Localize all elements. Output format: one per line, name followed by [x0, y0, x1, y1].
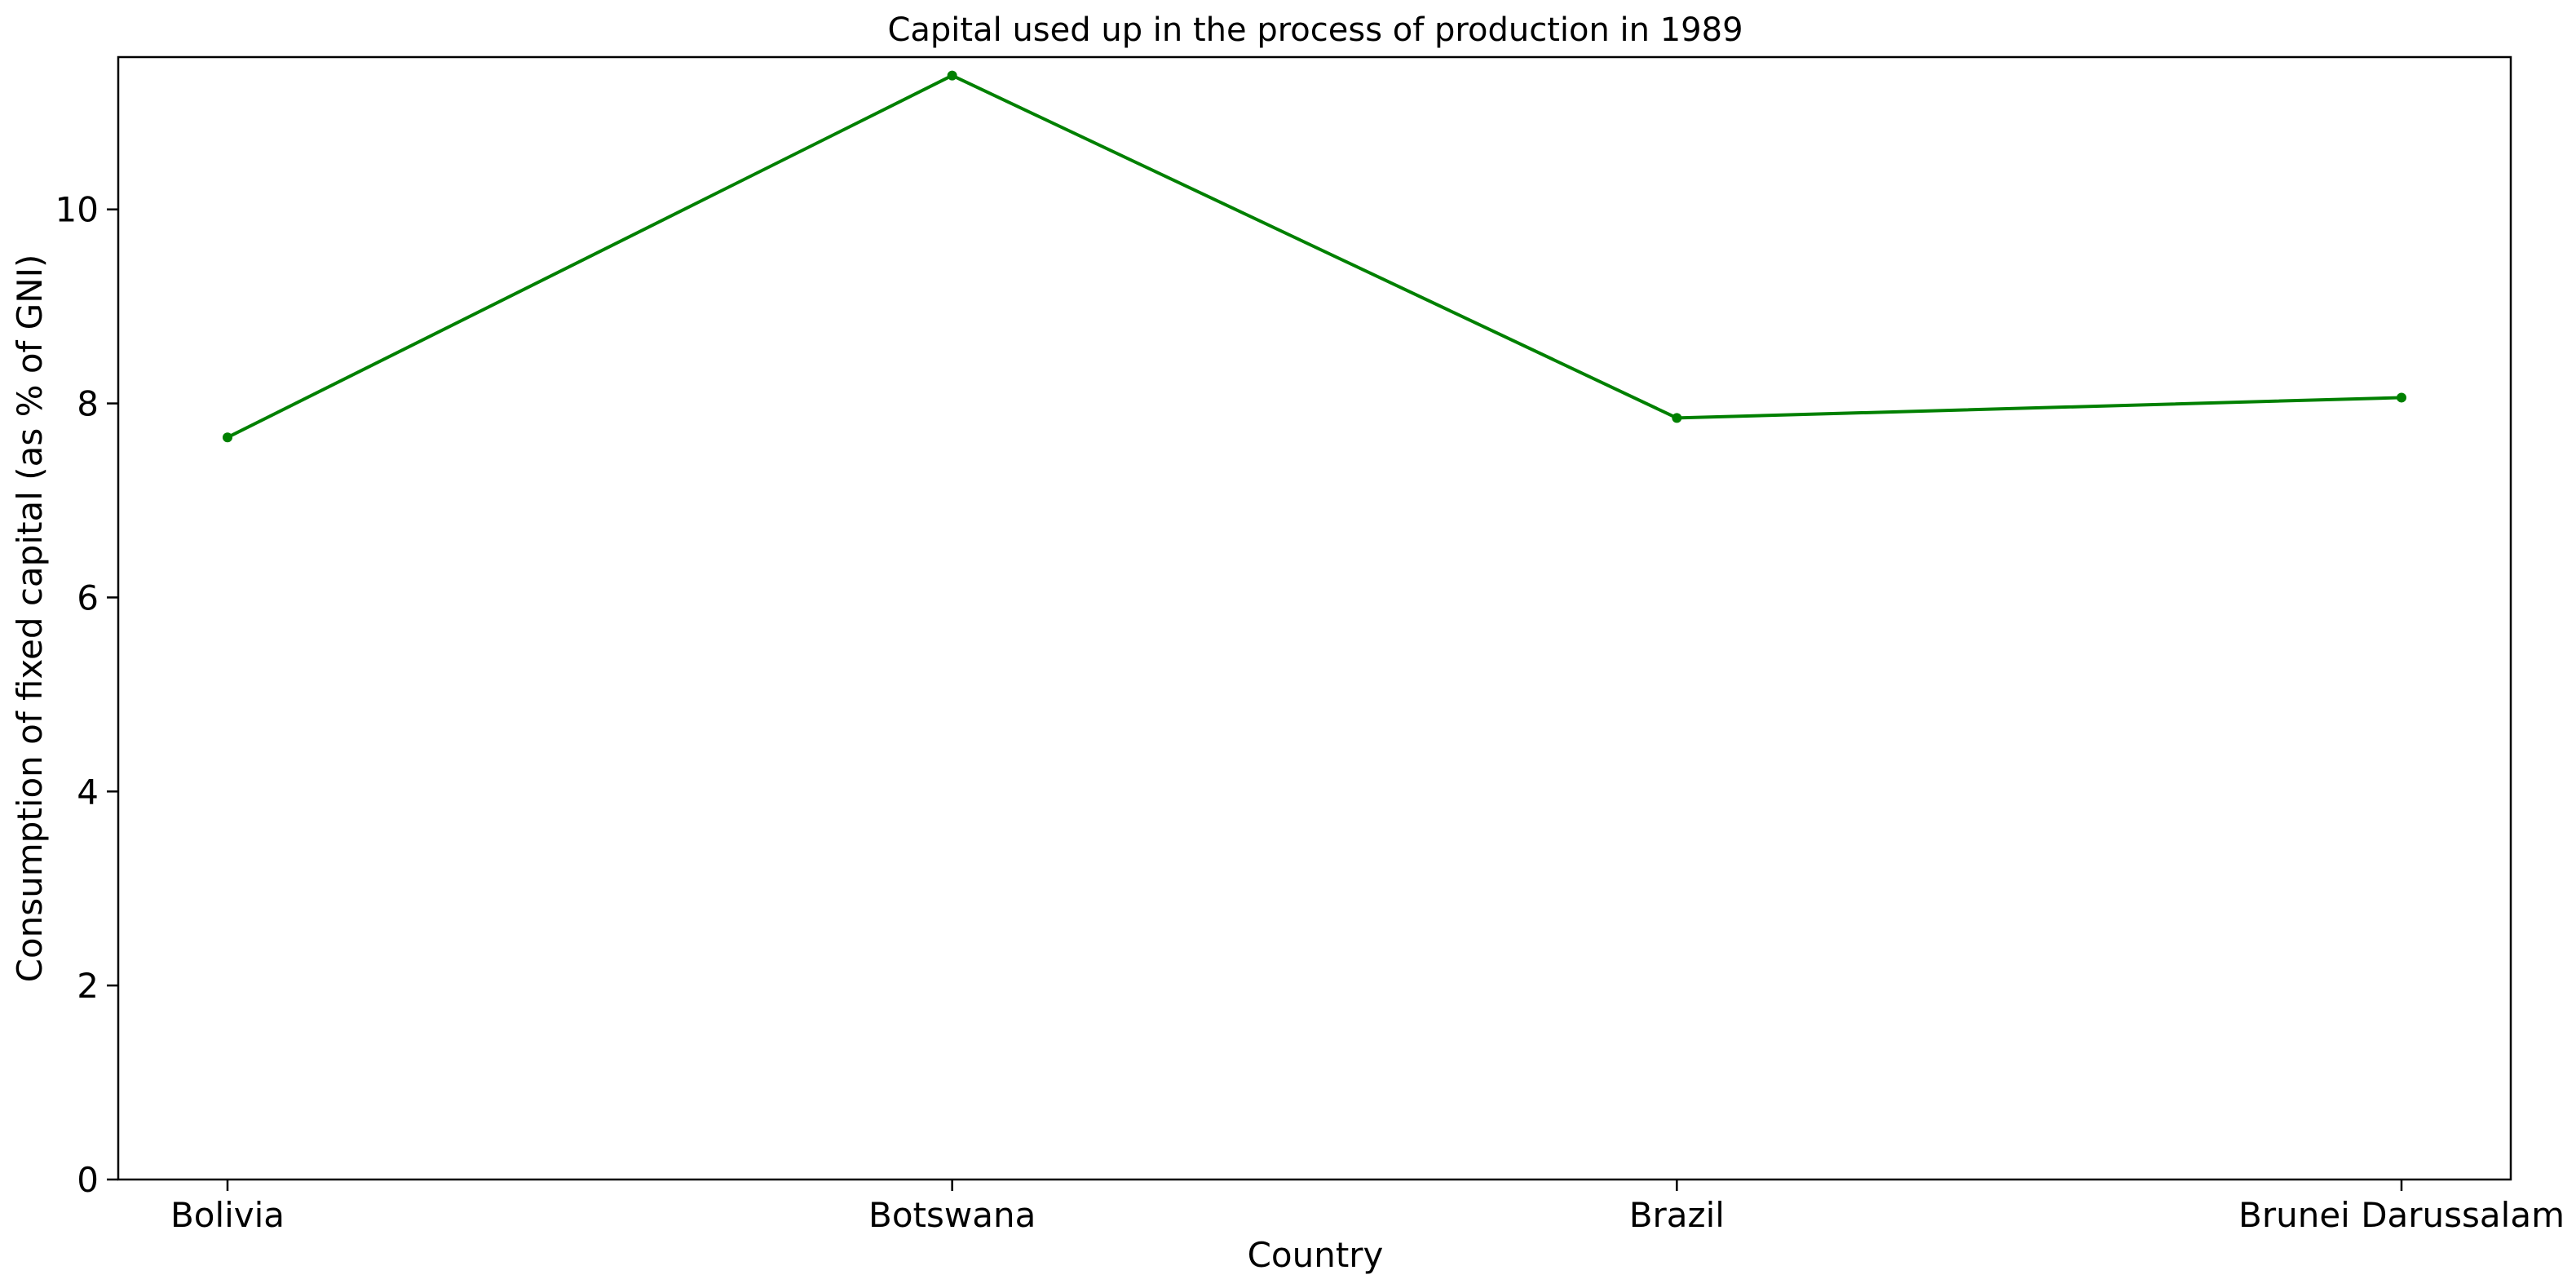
series-points: [223, 70, 2406, 443]
x-tick-label: Brunei Darussalam: [2238, 1195, 2565, 1235]
x-axis-label: Country: [1248, 1235, 1384, 1275]
plot-frame: [117, 55, 2512, 1181]
y-tick-label: 6: [77, 578, 99, 617]
data-point-botswana: [947, 70, 957, 81]
data-point-brazil: [1672, 413, 1682, 423]
y-tick-label: 10: [55, 190, 99, 230]
y-tick-label: 0: [77, 1160, 99, 1200]
x-tick-label: Bolivia: [170, 1195, 285, 1235]
series-lines: [227, 73, 2402, 439]
y-tick-label: 4: [77, 772, 99, 812]
series-line: [227, 73, 2402, 439]
chart-title: Capital used up in the process of produc…: [887, 11, 1743, 49]
x-tick-label: Brazil: [1629, 1195, 1725, 1235]
data-point-bolivia: [223, 432, 232, 443]
x-tick-label: Botswana: [868, 1195, 1036, 1235]
y-tick-label: 2: [77, 966, 99, 1006]
data-point-brunei-darussalam: [2397, 392, 2406, 403]
y-axis: 0 2 4 6 8 10: [55, 190, 118, 1200]
y-tick-label: 8: [77, 384, 99, 424]
y-axis-label: Consumption of fixed capital (as % of GN…: [10, 255, 50, 983]
x-axis: Bolivia Botswana Brazil Brunei Darussalam: [170, 1180, 2565, 1235]
